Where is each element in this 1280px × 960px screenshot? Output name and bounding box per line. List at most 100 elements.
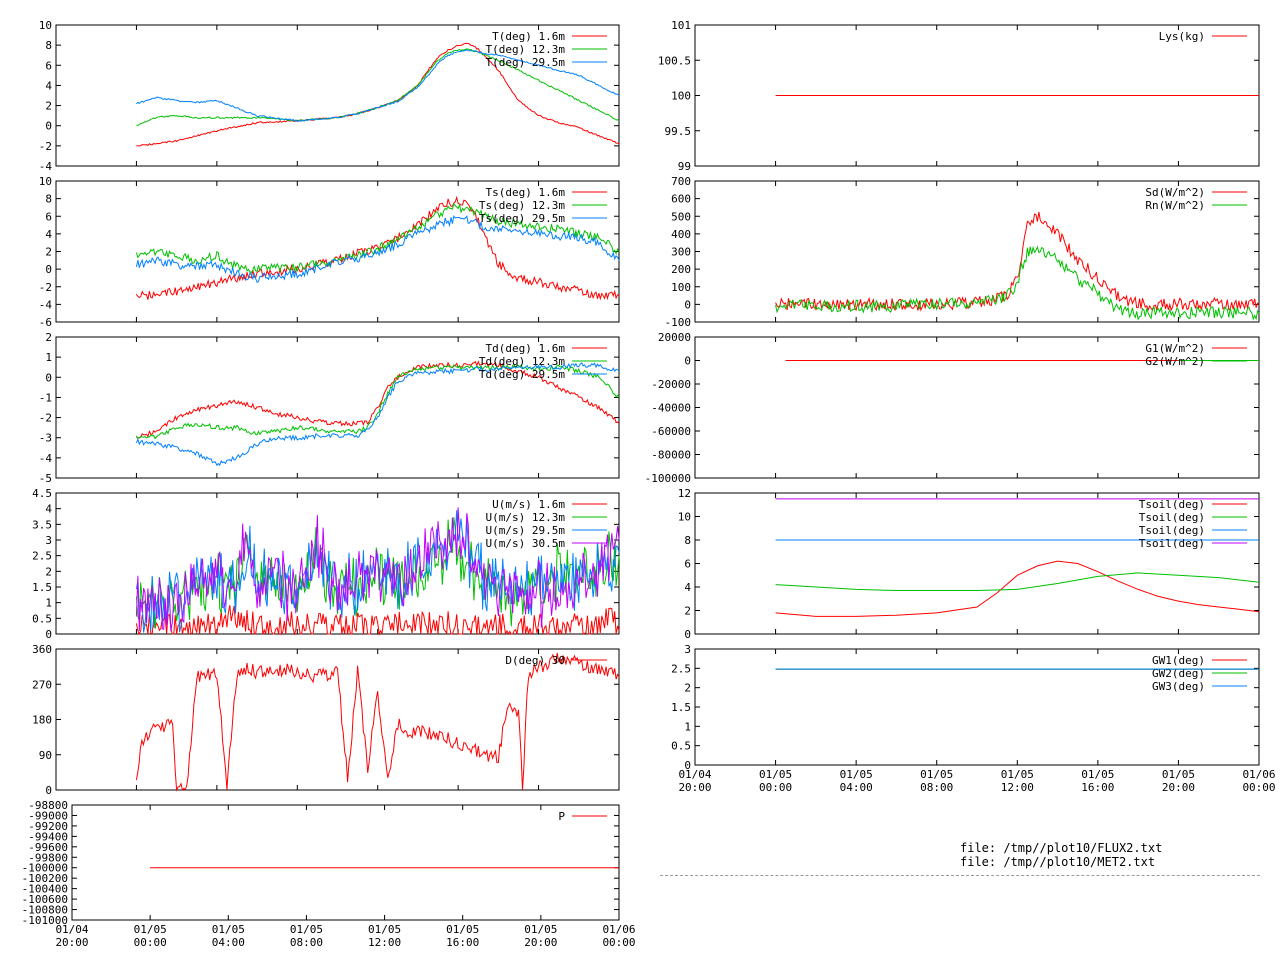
y-tick-label: 1	[45, 351, 52, 364]
plot-frame	[55, 24, 620, 167]
series-line	[775, 211, 1260, 312]
y-tick-label: 2	[684, 682, 691, 695]
x-tick-label: 04:00	[840, 781, 873, 794]
series-line	[135, 215, 620, 284]
series-line	[775, 245, 1260, 321]
y-tick-label: 2.5	[32, 550, 52, 563]
x-tick-label: 01/05	[920, 768, 953, 781]
x-tick-label: 01/05	[1162, 768, 1195, 781]
y-tick-label: -99400	[28, 830, 68, 843]
legend-label: Sd(W/m^2)	[1145, 186, 1205, 199]
y-tick-label: -60000	[651, 425, 691, 438]
series-line	[775, 572, 1260, 591]
x-tick-label: 20:00	[55, 936, 88, 949]
y-tick-label: 2	[684, 605, 691, 618]
x-tick-label: 01/05	[134, 923, 167, 936]
panel-pressure: -101000-100800-100600-100400-100200-1000…	[22, 799, 636, 949]
y-tick-label: 0	[45, 263, 52, 276]
y-tick-label: -40000	[651, 402, 691, 415]
y-tick-label: 700	[671, 175, 691, 188]
y-tick-label: -2	[39, 281, 52, 294]
y-tick-label: 20000	[658, 331, 691, 344]
series-line	[135, 605, 620, 636]
y-tick-label: 10	[39, 19, 52, 32]
y-tick-label: 3	[684, 643, 691, 656]
y-tick-label: 90	[39, 749, 52, 762]
series-line	[136, 360, 620, 439]
x-tick-label: 01/06	[602, 923, 635, 936]
y-tick-label: 1.5	[32, 581, 52, 594]
y-tick-label: 0	[684, 759, 691, 772]
y-tick-label: 0	[684, 298, 691, 311]
x-tick-label: 16:00	[1081, 781, 1114, 794]
y-tick-label: -20000	[651, 378, 691, 391]
series-line	[135, 362, 620, 467]
panel-gw: 00.511.522.5301/0420:0001/0500:0001/0504…	[671, 643, 1275, 794]
series-line	[135, 202, 620, 274]
y-tick-label: 0.5	[671, 740, 691, 753]
legend-label: Ts(deg) 12.3m	[479, 199, 565, 212]
y-tick-label: 270	[32, 678, 52, 691]
x-tick-label: 04:00	[212, 936, 245, 949]
y-tick-label: 8	[45, 193, 52, 206]
y-tick-label: 8	[684, 534, 691, 547]
y-tick-label: 0.5	[32, 612, 52, 625]
y-tick-label: 99.5	[665, 125, 692, 138]
x-tick-label: 20:00	[524, 936, 557, 949]
y-tick-label: -99800	[28, 851, 68, 864]
y-tick-label: -98800	[28, 799, 68, 812]
y-tick-label: 180	[32, 714, 52, 727]
legend-label: U(m/s) 1.6m	[492, 498, 565, 511]
y-tick-label: -4	[39, 298, 53, 311]
x-tick-label: 08:00	[290, 936, 323, 949]
legend-label: T(deg) 1.6m	[492, 30, 565, 43]
x-tick-label: 01/05	[1081, 768, 1114, 781]
y-tick-label: 6	[45, 59, 52, 72]
y-tick-label: 6	[684, 558, 691, 571]
x-tick-label: 01/05	[759, 768, 792, 781]
y-tick-label: -2	[39, 140, 52, 153]
y-tick-label: 10	[678, 511, 691, 524]
y-tick-label: 4.5	[32, 487, 52, 500]
x-tick-label: 12:00	[1001, 781, 1034, 794]
legend-label: Ts(deg) 29.5m	[479, 212, 565, 225]
x-tick-label: 00:00	[1242, 781, 1275, 794]
legend-label: Tsoil(deg)	[1139, 498, 1205, 511]
file-label-flux: file: /tmp//plot10/FLUX2.txt	[960, 841, 1163, 855]
x-tick-label: 01/05	[212, 923, 245, 936]
x-tick-label: 01/05	[1001, 768, 1034, 781]
y-tick-label: 1	[45, 597, 52, 610]
panel-rad: -100 0 100 200 300 400 500 600 700 Sd(W/m^2)Rn(W/…	[665, 175, 1260, 329]
y-tick-label: 0	[684, 355, 691, 368]
y-tick-label: -100	[665, 316, 692, 329]
y-tick-label: 300	[671, 246, 691, 259]
legend-label: GW1(deg)	[1152, 654, 1205, 667]
panel-temp: -4 -2 0 2 4 6 8 10 T(deg) 1.6mT(deg) 12.3mT(deg)…	[39, 19, 620, 173]
y-tick-label: 4	[45, 79, 52, 92]
x-tick-label: 00:00	[759, 781, 792, 794]
y-tick-label: 200	[671, 263, 691, 276]
y-tick-label: 2	[45, 100, 52, 113]
y-tick-label: 0	[45, 120, 52, 133]
y-tick-label: 101	[671, 19, 691, 32]
y-tick-label: -99600	[28, 841, 68, 854]
x-tick-label: 08:00	[920, 781, 953, 794]
legend-label: Tsoil(deg)	[1139, 511, 1205, 524]
legend-label: T(deg) 29.5m	[486, 56, 566, 69]
y-tick-label: 100	[671, 281, 691, 294]
y-tick-label: -99200	[28, 820, 68, 833]
y-tick-label: -99000	[28, 809, 68, 822]
y-tick-label: 2	[45, 565, 52, 578]
x-tick-label: 20:00	[1162, 781, 1195, 794]
y-tick-label: -100600	[22, 893, 68, 906]
y-tick-label: -3	[39, 432, 52, 445]
y-tick-label: -100000	[645, 472, 691, 485]
y-tick-label: 600	[671, 193, 691, 206]
y-tick-label: -4	[39, 160, 53, 173]
y-tick-label: -100200	[22, 872, 68, 885]
y-tick-label: -101000	[22, 914, 68, 927]
panel-dir: 0 90 180 270 360 D(deg) 30	[32, 643, 620, 797]
